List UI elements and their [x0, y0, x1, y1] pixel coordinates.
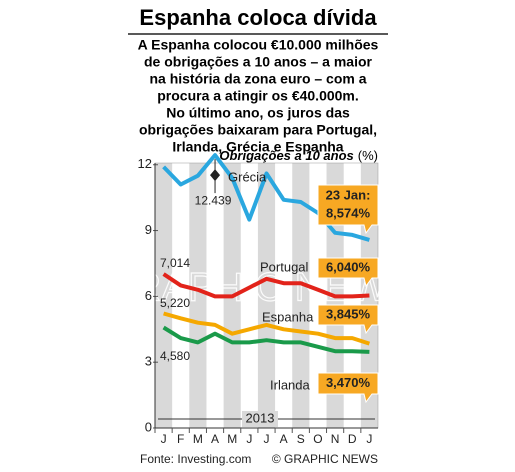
chart-title: Espanha coloca dívida [139, 5, 377, 30]
series-line [162, 153, 370, 242]
subtitle-line: A Espanha colocou €10.000 milhões [138, 37, 379, 53]
month-stripe [155, 163, 173, 428]
series-name: Espanha [262, 309, 314, 324]
value-label: 4,580 [160, 349, 190, 363]
value-label: 6,040% [326, 259, 371, 274]
value-label: 8,574% [326, 205, 371, 220]
value-label: 5,220 [160, 296, 190, 310]
annotation: 23 Jan: [326, 187, 371, 202]
y-tick-label: 12 [138, 156, 152, 171]
y-tick-label: 9 [145, 222, 152, 237]
x-tick-label: M [227, 432, 237, 446]
x-tick-label: S [297, 432, 305, 446]
pointer-diamond [210, 169, 221, 182]
x-tick-label: D [348, 432, 357, 446]
x-tick-label: J [264, 432, 270, 446]
series-name: Portugal [260, 259, 309, 274]
period-label: 2013 [246, 410, 275, 425]
y-tick-label: 6 [145, 288, 152, 303]
x-tick-label: M [193, 432, 203, 446]
y-axis-label-text: Obrigações a 10 anos [219, 148, 353, 163]
x-tick-label: O [313, 432, 322, 446]
subtitle-line: No último ano, os juros das [166, 105, 350, 121]
y-tick-label: 0 [145, 419, 152, 434]
source: Fonte: Investing.com [140, 452, 251, 466]
credit: © GRAPHIC NEWS [272, 452, 378, 466]
x-tick-label: J [161, 432, 167, 446]
subtitle-line: na história da zona euro – com a [149, 71, 366, 87]
series-line [162, 325, 370, 354]
subtitle-line: de obrigações a 10 anos – a maior [144, 54, 373, 70]
x-tick-label: A [211, 432, 219, 446]
y-axis-unit: (%) [358, 148, 378, 163]
series-line [162, 272, 370, 299]
y-tick-label: 3 [145, 354, 152, 369]
subtitle-line: obrigações baixaram para Portugal, [139, 122, 377, 138]
month-stripe [292, 163, 310, 428]
callout [317, 304, 379, 335]
month-stripe [189, 163, 207, 428]
callout [317, 372, 379, 404]
x-tick-label: J [246, 432, 252, 446]
x-tick-label: N [331, 432, 340, 446]
value-label: 3,845% [326, 306, 371, 321]
series-name: Grécia [228, 169, 267, 184]
subtitle-line: Irlanda, Grécia e Espanha [172, 139, 343, 155]
period-bg [242, 411, 278, 427]
series-line [163, 311, 371, 346]
value-label: 7,014 [160, 256, 190, 270]
series-name: Irlanda [270, 377, 311, 392]
subtitle-line: procura a atingir os €40.000m. [157, 88, 359, 104]
callout [317, 257, 379, 288]
x-tick-label: J [366, 432, 372, 446]
value-label: 3,470% [326, 375, 371, 390]
value-label: 12.439 [195, 193, 232, 207]
callout [317, 184, 379, 235]
y-axis-label: Obrigações a 10 anos (%) [219, 148, 378, 163]
month-stripe [257, 163, 276, 428]
x-tick-label: F [177, 432, 184, 446]
x-tick-label: A [280, 432, 288, 446]
